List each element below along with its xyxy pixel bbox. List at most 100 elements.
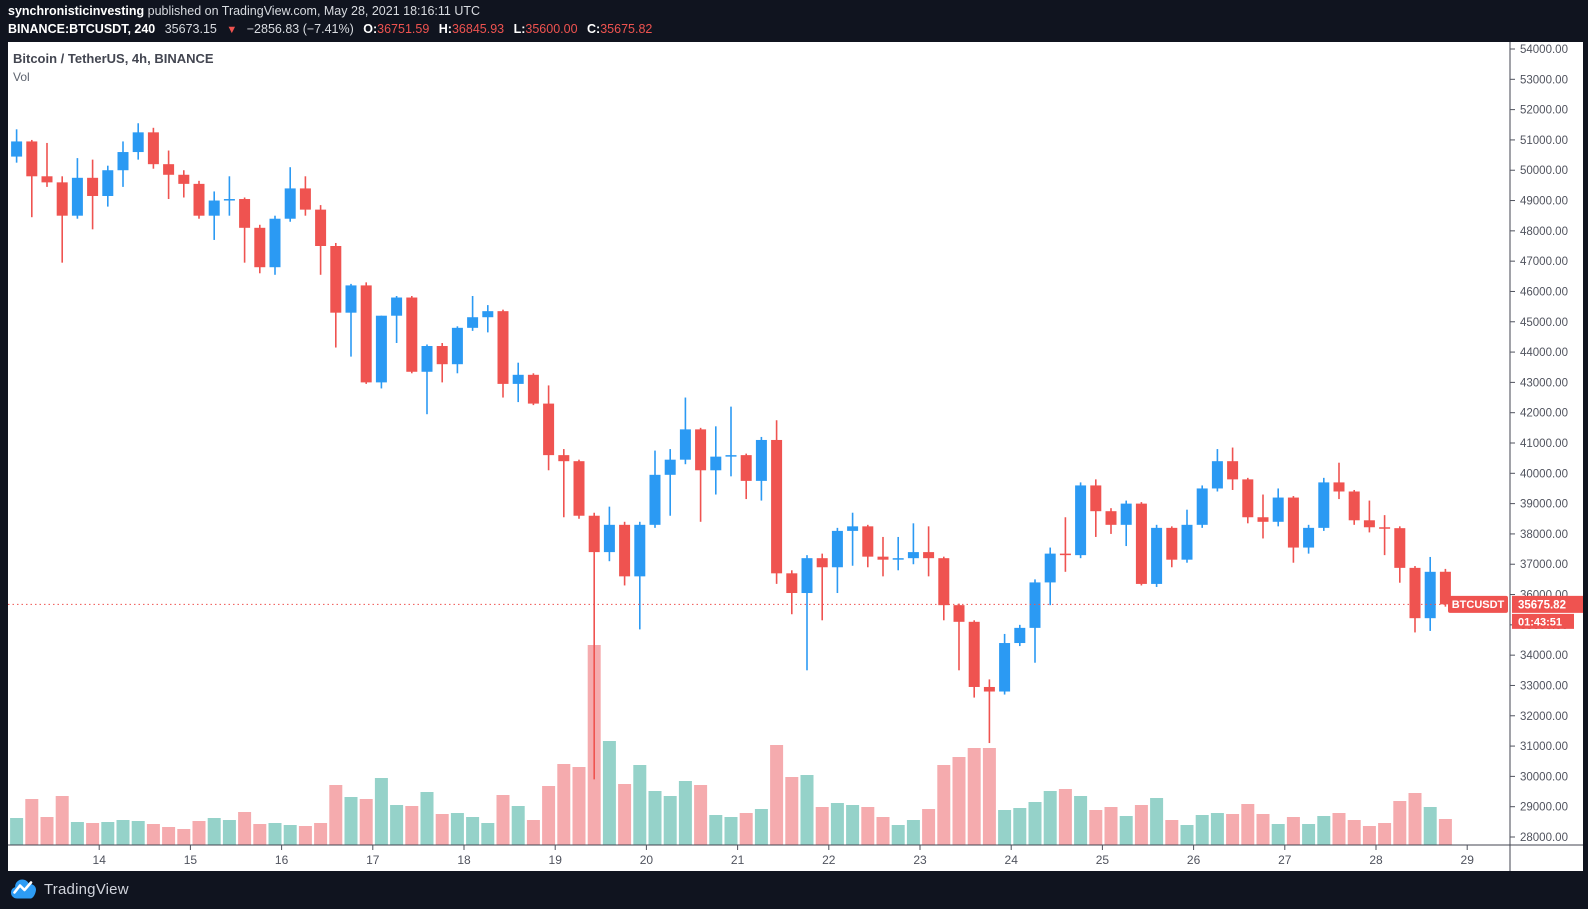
candle[interactable] bbox=[391, 297, 403, 316]
candle[interactable] bbox=[1075, 485, 1087, 556]
volume-bar[interactable] bbox=[1408, 793, 1422, 845]
volume-bar[interactable] bbox=[222, 820, 236, 845]
volume-bar[interactable] bbox=[1028, 802, 1042, 845]
volume-bar[interactable] bbox=[922, 809, 936, 845]
candle[interactable] bbox=[907, 552, 919, 559]
candle[interactable] bbox=[71, 177, 83, 216]
volume-bar[interactable] bbox=[177, 829, 191, 845]
candle[interactable] bbox=[1257, 517, 1269, 522]
candle[interactable] bbox=[1272, 497, 1284, 522]
candle[interactable] bbox=[1181, 524, 1193, 560]
volume-bar[interactable] bbox=[800, 775, 814, 845]
candle[interactable] bbox=[1379, 527, 1391, 529]
volume-bar[interactable] bbox=[967, 748, 981, 845]
volume-bar[interactable] bbox=[435, 814, 449, 845]
volume-bar[interactable] bbox=[86, 823, 100, 845]
candle[interactable] bbox=[664, 459, 676, 475]
candle[interactable] bbox=[1090, 485, 1102, 512]
volume-bar[interactable] bbox=[815, 807, 829, 845]
chart-panel[interactable]: 54000.00 53000.00 52000.00 51000.00 50000.00… bbox=[8, 42, 1583, 871]
volume-bar[interactable] bbox=[602, 741, 616, 845]
candle[interactable] bbox=[1242, 479, 1254, 518]
candle[interactable] bbox=[467, 317, 479, 328]
volume-bar[interactable] bbox=[1393, 801, 1407, 845]
volume-bar[interactable] bbox=[116, 820, 130, 845]
candle[interactable] bbox=[1318, 482, 1330, 528]
candle[interactable] bbox=[1120, 503, 1132, 525]
candle[interactable] bbox=[299, 188, 311, 210]
volume-bar[interactable] bbox=[329, 785, 343, 845]
candle[interactable] bbox=[284, 188, 296, 219]
candle[interactable] bbox=[1151, 527, 1163, 584]
volume-bar[interactable] bbox=[694, 785, 708, 845]
candle[interactable] bbox=[968, 621, 980, 687]
symbol-name[interactable]: BINANCE:BTCUSDT, 240 bbox=[8, 22, 156, 36]
tradingview-brand[interactable]: TradingView bbox=[10, 878, 129, 901]
candle[interactable] bbox=[1014, 627, 1026, 644]
volume-bar[interactable] bbox=[496, 795, 510, 845]
candle[interactable] bbox=[1227, 461, 1239, 480]
volume-bar[interactable] bbox=[906, 820, 920, 845]
volume-bar[interactable] bbox=[55, 796, 69, 845]
candle[interactable] bbox=[1363, 520, 1375, 528]
candle[interactable] bbox=[999, 643, 1011, 692]
volume-bar[interactable] bbox=[390, 805, 404, 845]
volume-bar[interactable] bbox=[481, 823, 495, 845]
volume-bar[interactable] bbox=[511, 806, 525, 845]
volume-bar[interactable] bbox=[876, 817, 890, 845]
candle[interactable] bbox=[634, 524, 646, 577]
candle[interactable] bbox=[816, 558, 828, 568]
volume-bar[interactable] bbox=[1180, 825, 1194, 845]
candle[interactable] bbox=[56, 182, 68, 216]
volume-bar[interactable] bbox=[1271, 824, 1285, 845]
candle[interactable] bbox=[269, 218, 281, 268]
candle[interactable] bbox=[862, 526, 874, 557]
candle[interactable] bbox=[102, 170, 114, 196]
volume-bar[interactable] bbox=[359, 799, 373, 845]
candle[interactable] bbox=[1135, 503, 1147, 584]
candle[interactable] bbox=[41, 176, 53, 183]
candle[interactable] bbox=[1166, 527, 1178, 560]
volume-bar[interactable] bbox=[25, 799, 39, 845]
volume-bar[interactable] bbox=[770, 745, 784, 845]
candle[interactable] bbox=[254, 227, 266, 268]
candle[interactable] bbox=[87, 177, 99, 196]
volume-bar[interactable] bbox=[1089, 810, 1103, 845]
price-line-symbol-tag[interactable] bbox=[1448, 595, 1508, 613]
candle[interactable] bbox=[725, 455, 737, 457]
volume-bar[interactable] bbox=[207, 818, 221, 845]
volume-bar[interactable] bbox=[1423, 807, 1437, 845]
candle[interactable] bbox=[603, 524, 615, 553]
candle[interactable] bbox=[953, 605, 965, 622]
volume-bar[interactable] bbox=[253, 824, 267, 845]
volume-bar[interactable] bbox=[618, 784, 632, 845]
candle[interactable] bbox=[527, 374, 539, 404]
candle[interactable] bbox=[771, 439, 783, 574]
candle[interactable] bbox=[1409, 567, 1421, 619]
volume-bar[interactable] bbox=[982, 748, 996, 845]
volume-bar[interactable] bbox=[450, 813, 464, 845]
candle[interactable] bbox=[619, 524, 631, 577]
volume-bar[interactable] bbox=[70, 822, 84, 845]
volume-bar[interactable] bbox=[420, 792, 434, 845]
chart-title[interactable]: Bitcoin / TetherUS, 4h, BINANCE bbox=[13, 51, 214, 66]
volume-bar[interactable] bbox=[1013, 808, 1027, 845]
candle[interactable] bbox=[710, 456, 722, 471]
volume-bar[interactable] bbox=[1134, 805, 1148, 845]
candle[interactable] bbox=[786, 573, 798, 594]
volume-bar[interactable] bbox=[1438, 819, 1452, 845]
volume-bar[interactable] bbox=[405, 806, 419, 845]
candle[interactable] bbox=[223, 199, 235, 201]
candlestick-chart[interactable]: 54000.00 53000.00 52000.00 51000.00 50000.00… bbox=[8, 42, 1583, 871]
volume-bar[interactable] bbox=[952, 757, 966, 845]
volume-bar[interactable] bbox=[1347, 820, 1361, 845]
volume-bar[interactable] bbox=[785, 777, 799, 845]
candle[interactable] bbox=[695, 429, 707, 471]
volume-bar[interactable] bbox=[663, 796, 677, 845]
candle[interactable] bbox=[147, 132, 159, 165]
candle[interactable] bbox=[451, 327, 463, 365]
candle[interactable] bbox=[831, 530, 843, 568]
candle[interactable] bbox=[877, 556, 889, 560]
candle[interactable] bbox=[847, 526, 859, 531]
candle[interactable] bbox=[239, 199, 251, 228]
